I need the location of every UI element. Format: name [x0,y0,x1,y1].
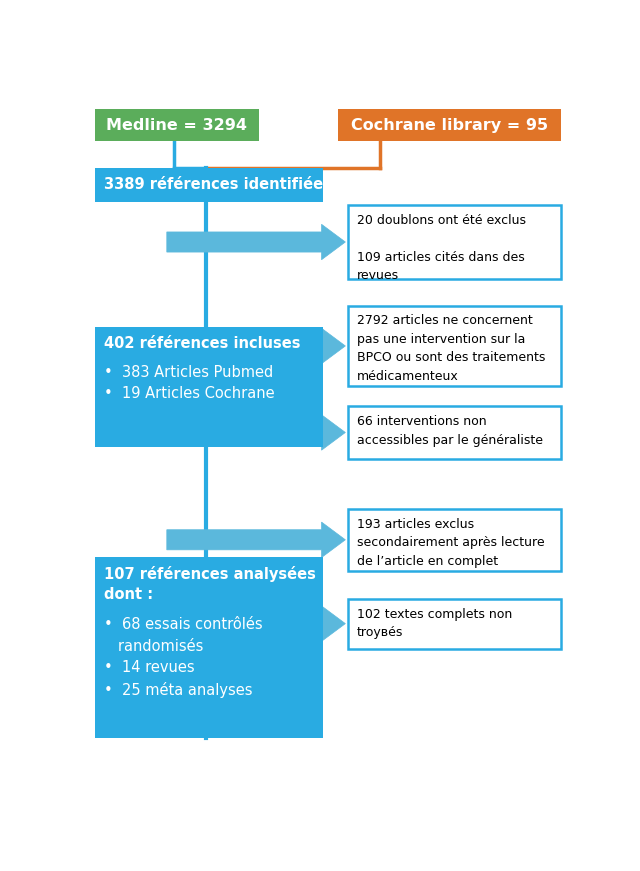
FancyBboxPatch shape [348,306,561,386]
FancyBboxPatch shape [348,509,561,571]
Text: Medline = 3294: Medline = 3294 [106,118,247,132]
FancyBboxPatch shape [95,109,259,141]
FancyBboxPatch shape [95,327,323,447]
Text: 102 textes complets non
troувés: 102 textes complets non troувés [356,608,512,639]
Text: Cochrane library = 95: Cochrane library = 95 [351,118,548,132]
Polygon shape [167,606,346,641]
FancyBboxPatch shape [348,407,561,459]
Text: 107 références analysées
dont :: 107 références analysées dont : [104,566,316,602]
Text: 193 articles exclus
secondairement après lecture
de l’article en complet: 193 articles exclus secondairement après… [356,517,545,568]
FancyBboxPatch shape [348,206,561,279]
Text: 402 références incluses: 402 références incluses [104,336,300,351]
Text: 66 interventions non
accessibles par le généraliste: 66 interventions non accessibles par le … [356,415,543,447]
Text: •  383 Articles Pubmed
•  19 Articles Cochrane: • 383 Articles Pubmed • 19 Articles Coch… [104,365,275,402]
FancyBboxPatch shape [348,598,561,649]
FancyBboxPatch shape [95,168,323,202]
Polygon shape [167,225,346,260]
Polygon shape [167,522,346,557]
Text: 2792 articles ne concernent
pas une intervention sur la
BPCO ou sont des traitem: 2792 articles ne concernent pas une inte… [356,314,545,383]
Text: 3389 références identifiées: 3389 références identifiées [104,177,332,192]
FancyBboxPatch shape [95,557,323,739]
Text: 20 doublons ont été exclus

109 articles cités dans des
revues: 20 doublons ont été exclus 109 articles … [356,214,526,282]
Polygon shape [167,328,346,364]
FancyBboxPatch shape [338,109,561,141]
Polygon shape [167,415,346,450]
Text: •  68 essais contrôlés
   randomisés
•  14 revues
•  25 méta analyses: • 68 essais contrôlés randomisés • 14 re… [104,617,262,699]
